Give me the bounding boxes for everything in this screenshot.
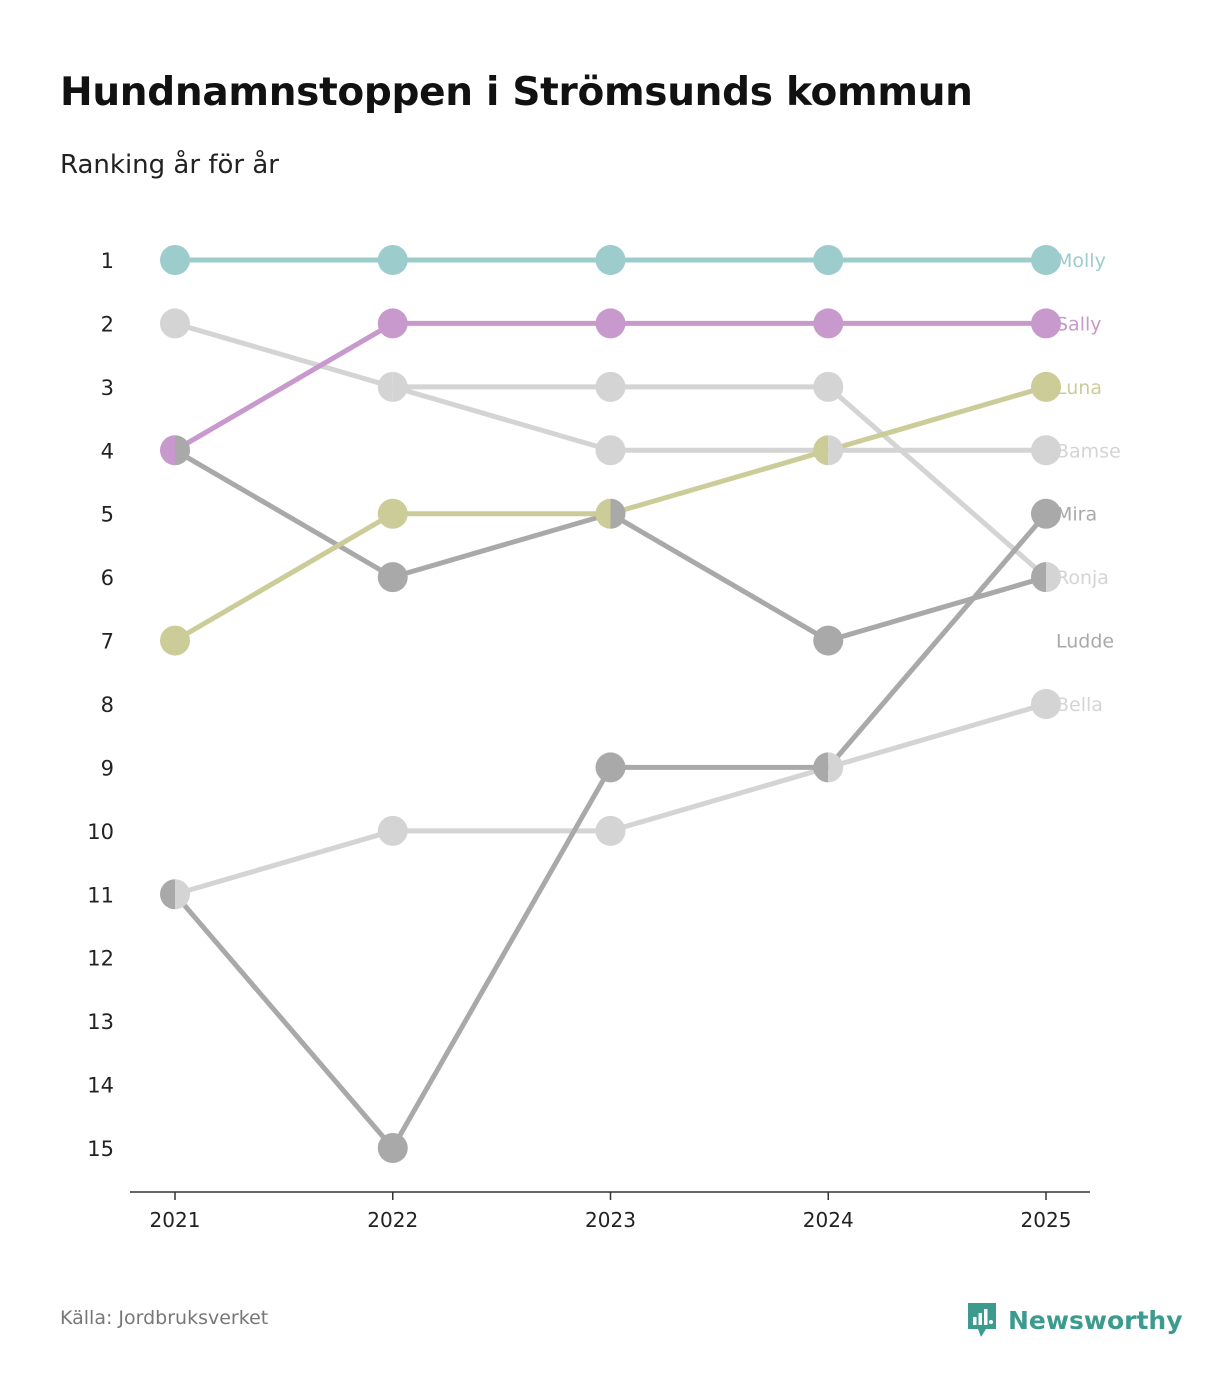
dot-ludde-2022 — [377, 562, 408, 593]
brand-name: Newsworthy — [1008, 1305, 1183, 1335]
y-tick-label-15: 15 — [87, 1137, 114, 1161]
series-line-ludde — [172, 447, 1049, 644]
y-tick-label-10: 10 — [87, 820, 114, 844]
end-label-molly: Molly — [1056, 250, 1106, 272]
series-line-bella — [172, 701, 1049, 897]
end-label-ronja: Ronja — [1056, 567, 1109, 589]
x-tick-label-2021: 2021 — [150, 1208, 201, 1232]
chart-subtitle: Ranking år för år — [60, 150, 279, 180]
y-tick-label-1: 1 — [101, 249, 114, 273]
y-tick-label-6: 6 — [101, 566, 114, 590]
dot-bamse-2025 — [1031, 435, 1061, 466]
y-tick-label-12: 12 — [87, 947, 114, 971]
dot-mira-2022 — [377, 1133, 408, 1163]
dot-sally-2024 — [813, 308, 844, 339]
dot-bamse-2021 — [160, 308, 190, 339]
dot-bella-2021 — [175, 879, 190, 910]
dot-ronja-2025 — [1046, 562, 1061, 593]
dot-sally-2023 — [595, 308, 626, 339]
y-tick-label-3: 3 — [101, 376, 114, 400]
y-tick-label-5: 5 — [101, 503, 114, 527]
y-tick-label-9: 9 — [101, 756, 114, 780]
dot-molly-2024 — [813, 245, 844, 275]
end-label-bella: Bella — [1056, 694, 1103, 716]
series-end-labels: Molly Sally Luna Bamse Mira Ronja Ludde Bella — [1056, 250, 1121, 716]
y-tick-label-7: 7 — [101, 630, 114, 654]
dot-sally-2025 — [1031, 308, 1061, 339]
dot-ronja-2023 — [595, 371, 626, 402]
newsworthy-logo-icon — [968, 1303, 996, 1337]
dot-sally-2021 — [160, 435, 175, 466]
dot-bella-2022 — [377, 815, 408, 846]
dot-molly-2022 — [377, 245, 408, 275]
dot-ludde-2023 — [610, 498, 626, 529]
y-tick-label-13: 13 — [87, 1010, 114, 1034]
x-axis-ticks: 2021 2022 2023 2024 2025 — [150, 1192, 1072, 1232]
dot-mira-2024 — [813, 752, 829, 783]
dot-luna-2022 — [377, 498, 408, 529]
dot-ludde-2024 — [813, 625, 844, 656]
dot-bella-2024 — [828, 752, 844, 783]
end-label-mira: Mira — [1056, 504, 1097, 526]
end-label-ludde: Ludde — [1056, 631, 1114, 653]
x-tick-label-2025: 2025 — [1021, 1208, 1072, 1232]
dot-molly-2025 — [1031, 245, 1061, 275]
dot-luna-2021 — [160, 625, 190, 656]
end-label-luna: Luna — [1056, 377, 1102, 399]
x-tick-label-2024: 2024 — [803, 1208, 854, 1232]
x-tick-label-2022: 2022 — [367, 1208, 418, 1232]
dot-bamse-2023 — [595, 435, 626, 466]
y-tick-label-2: 2 — [101, 312, 114, 336]
dot-ronja-2022 — [377, 371, 393, 402]
end-label-sally: Sally — [1056, 313, 1102, 335]
dot-molly-2023 — [595, 245, 626, 275]
dot-luna-2023 — [595, 498, 611, 529]
series-dots — [160, 245, 1061, 1163]
y-tick-label-14: 14 — [87, 1074, 114, 1098]
source-note: Källa: Jordbruksverket — [60, 1307, 269, 1329]
dot-mira-2021 — [160, 879, 175, 910]
brand-logo[interactable]: Newsworthy — [966, 1301, 1183, 1339]
y-tick-label-4: 4 — [101, 439, 114, 463]
dot-luna-2025 — [1031, 371, 1061, 402]
dot-molly-2021 — [160, 245, 190, 275]
y-tick-label-8: 8 — [101, 693, 114, 717]
dot-bamse-2024 — [828, 435, 844, 466]
series-line-ronja — [390, 384, 1049, 580]
y-tick-label-11: 11 — [87, 883, 114, 907]
dot-mira-2025 — [1031, 498, 1061, 529]
dot-ronja-2024 — [813, 371, 844, 402]
dot-bella-2023 — [595, 815, 626, 846]
dot-sally-2022 — [377, 308, 408, 339]
dot-luna-2024 — [813, 435, 829, 466]
chart-title: Hundnamnstoppen i Strömsunds kommun — [60, 70, 973, 115]
x-tick-label-2023: 2023 — [585, 1208, 636, 1232]
dot-ludde-2021 — [175, 435, 190, 466]
end-label-bamse: Bamse — [1056, 440, 1121, 462]
dot-bamse-2022 — [392, 371, 408, 402]
dot-ludde-2025 — [1031, 562, 1046, 593]
dot-bella-2025 — [1031, 689, 1061, 719]
dot-mira-2023 — [595, 752, 626, 783]
